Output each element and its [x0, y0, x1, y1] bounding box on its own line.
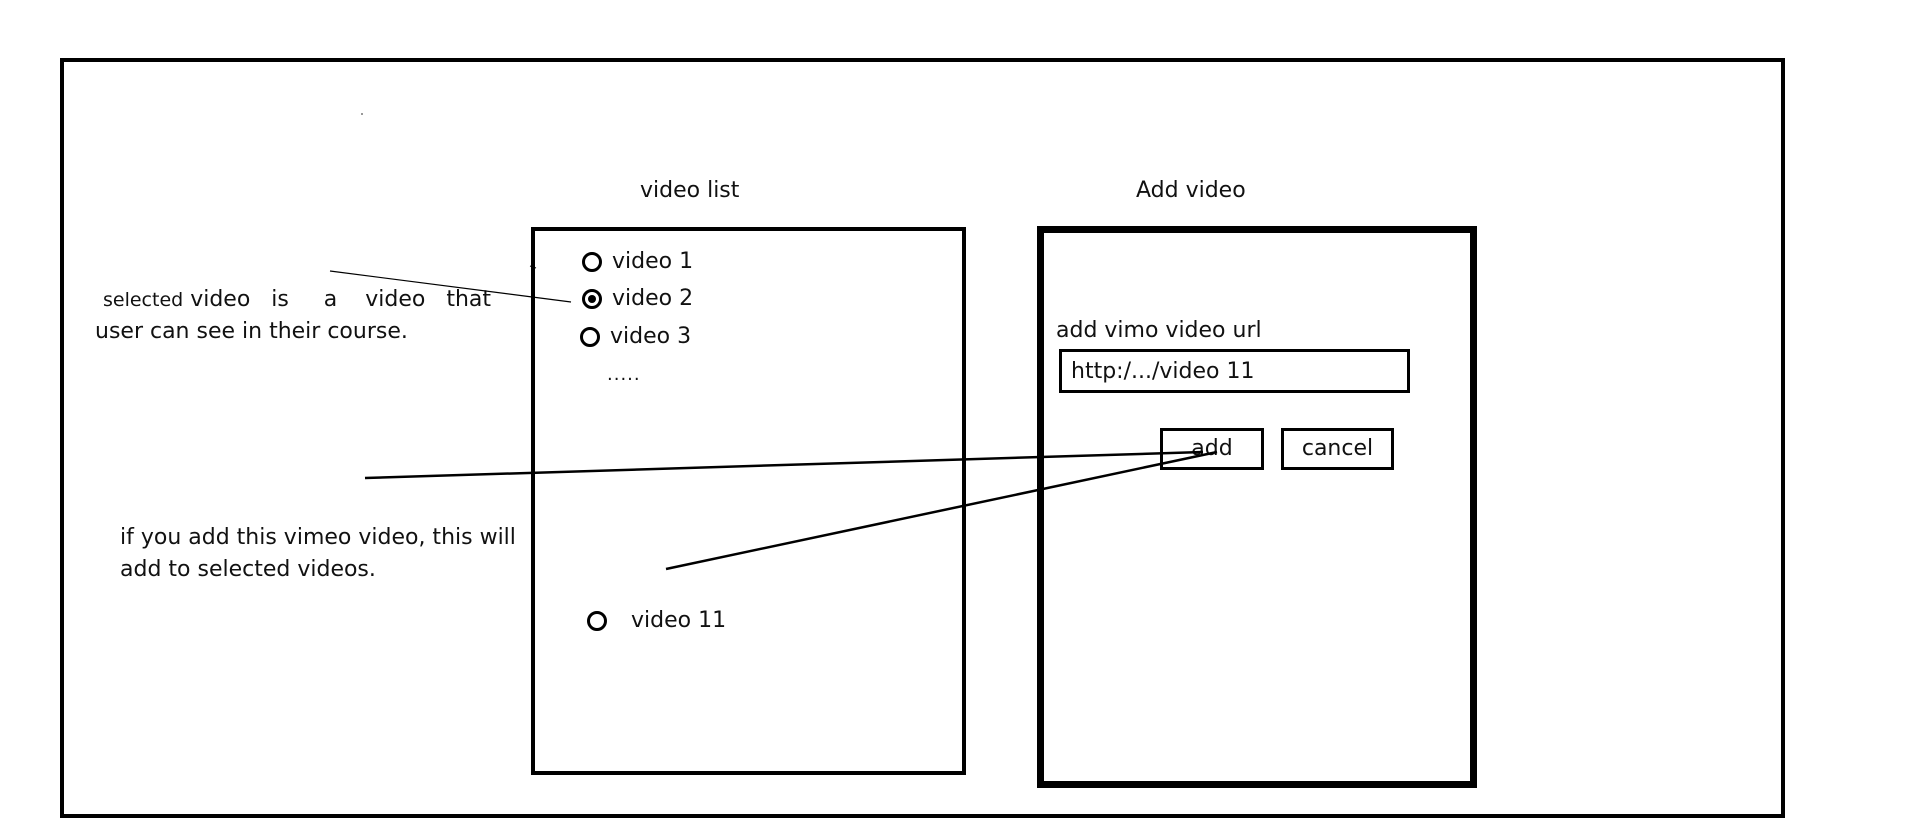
add-video-panel: [1037, 226, 1477, 788]
note-text: selected: [103, 289, 184, 311]
add-video-heading: Add video: [1136, 178, 1246, 203]
note-text: user can see in their course.: [95, 319, 408, 344]
note-text: add to selected videos.: [120, 557, 376, 582]
video-list-heading: video list: [640, 178, 740, 203]
radio-button[interactable]: [582, 251, 602, 272]
radio-button-selected[interactable]: [582, 288, 602, 309]
video-item-label: video 3: [610, 324, 692, 349]
add-video-note: if you add this vimeo video, this will a…: [120, 522, 516, 586]
video-item-2[interactable]: video 2: [582, 286, 693, 311]
cancel-button[interactable]: cancel: [1281, 428, 1394, 470]
stray-dot: [361, 113, 363, 115]
video-item-3[interactable]: video 3: [580, 324, 691, 349]
add-button[interactable]: add: [1160, 428, 1264, 470]
video-item-label: video 1: [612, 249, 694, 274]
diagram-frame: [60, 58, 1785, 818]
url-field-label: add vimo video url: [1056, 318, 1262, 343]
video-item-11[interactable]: video 11: [587, 608, 726, 633]
radio-button[interactable]: [580, 326, 600, 347]
note-text: video is a video that: [183, 287, 492, 312]
video-item-label: video 11: [631, 608, 727, 633]
selected-video-note: selected video is a video that user can …: [95, 284, 492, 348]
radio-button[interactable]: [587, 610, 607, 631]
more-items-ellipsis: .....: [607, 364, 641, 385]
video-url-input[interactable]: [1059, 349, 1410, 393]
video-item-label: video 2: [612, 286, 694, 311]
note-text: if you add this vimeo video, this will: [120, 525, 516, 550]
video-item-1[interactable]: video 1: [582, 249, 693, 274]
